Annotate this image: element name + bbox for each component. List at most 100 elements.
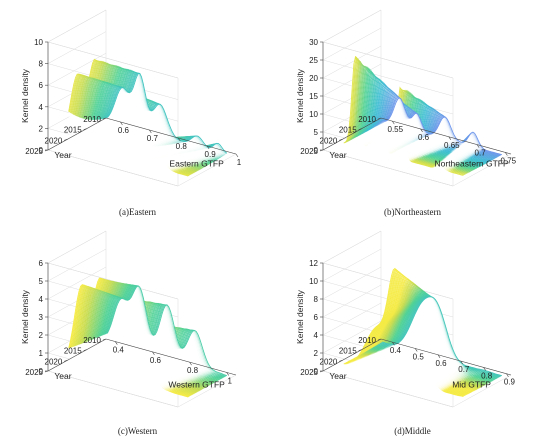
z-tick-label: 10 <box>309 110 318 119</box>
x-tick-label: 0.7 <box>458 365 470 374</box>
z-tick-label: 0 <box>314 367 319 376</box>
x-tick-label: 0.5 <box>413 352 425 361</box>
y-tick-label: 2010 <box>358 115 376 124</box>
density-surface <box>68 277 228 398</box>
surface-line <box>382 97 503 156</box>
z-axis-label: Kernel density <box>20 68 30 123</box>
caption-middle: (d)Middle <box>394 426 431 436</box>
z-tick-label: 6 <box>39 81 44 90</box>
axes <box>319 262 512 377</box>
z-axis-label: Kernel density <box>295 68 305 123</box>
z-tick-label: 15 <box>309 92 318 101</box>
y-axis-label: Year <box>54 371 71 381</box>
surface-fill <box>382 97 502 155</box>
z-axis-label: Kernel density <box>20 289 30 344</box>
z-tick-label: 2 <box>314 349 319 358</box>
x-tick-label: 0.4 <box>390 346 402 355</box>
z-tick-label: 4 <box>314 331 319 340</box>
y-tick-label: 2025 <box>300 368 318 377</box>
y-tick-label: 2025 <box>300 147 318 156</box>
z-tick-label: 4 <box>39 103 44 112</box>
surface-fill <box>382 296 502 376</box>
z-tick-label: 12 <box>309 259 318 268</box>
x-tick-label: 0.6 <box>418 133 430 142</box>
caption-eastern: (a)Eastern <box>119 207 156 217</box>
x-tick-label: 0.75 <box>501 156 517 165</box>
z-tick-label: 20 <box>309 74 318 83</box>
z-tick-label: 8 <box>314 295 319 304</box>
chart-panel-eastern: 0.6 0.7 0.8 0.9 1 2010 2015 2020 2025 0 2 4 6 8 10 East… <box>0 0 275 221</box>
y-tick-label: 2010 <box>358 336 376 345</box>
x-tick-label: 0.55 <box>388 125 404 134</box>
y-axis-label: Year <box>54 150 71 160</box>
y-tick-label: 2010 <box>83 115 101 124</box>
z-tick-label: 3 <box>39 313 44 322</box>
y-tick-label: 2020 <box>45 136 63 145</box>
z-tick-label: 10 <box>309 277 318 286</box>
z-tick-label: 0 <box>314 146 319 155</box>
surface-fill <box>107 285 227 376</box>
z-tick-label: 2 <box>39 331 44 340</box>
x-tick-label: 0.8 <box>176 142 188 151</box>
z-tick-label: 4 <box>39 295 44 304</box>
chart-panel-northeastern: 0.55 0.6 0.65 0.7 0.75 2010 2015 2020 2025 0 5 10 15… <box>275 0 550 221</box>
y-tick-label: 2015 <box>64 347 82 356</box>
surface-line <box>106 285 228 377</box>
y-tick-label: 2015 <box>64 126 82 135</box>
z-tick-label: 0 <box>39 367 44 376</box>
chart-panel-western: 0.4 0.6 0.8 1 2010 2015 2020 2025 0 1 2 3 4 5 6 Western… <box>0 221 275 442</box>
chart-panel-middle: 0.4 0.5 0.6 0.7 0.8 0.9 2010 2015 2020 2025 0 2 4 6 8 1… <box>275 221 550 442</box>
caption-northeastern: (b)Northeastern <box>384 207 441 217</box>
z-tick-label: 25 <box>309 56 318 65</box>
surface-fill <box>107 73 227 155</box>
x-tick-label: 0.4 <box>113 346 125 355</box>
x-tick-label: 0.6 <box>118 126 130 135</box>
caption-western: (c)Western <box>117 426 158 436</box>
y-tick-label: 2020 <box>320 357 338 366</box>
z-tick-label: 5 <box>314 128 319 137</box>
z-tick-label: 10 <box>34 38 43 47</box>
z-tick-label: 0 <box>39 146 44 155</box>
x-axis-label: Western GTFP <box>168 379 225 389</box>
axes <box>319 41 512 156</box>
density-surface <box>68 58 228 177</box>
z-tick-label: 6 <box>314 313 319 322</box>
y-tick-label: 2010 <box>83 336 101 345</box>
y-tick-label: 2015 <box>339 347 357 356</box>
z-tick-label: 1 <box>39 349 44 358</box>
y-tick-label: 2020 <box>45 357 63 366</box>
x-tick-label: 0.6 <box>150 356 162 365</box>
density-surface <box>343 56 503 177</box>
x-axis-label: Mid GTFP <box>452 379 491 389</box>
x-tick-label: 0.8 <box>481 371 493 380</box>
y-tick-label: 2025 <box>25 147 43 156</box>
x-tick-label: 1 <box>237 158 242 167</box>
x-tick-label: 0.6 <box>435 359 447 368</box>
x-tick-label: 0.65 <box>444 141 460 150</box>
y-tick-label: 2020 <box>320 136 338 145</box>
axes <box>44 41 239 158</box>
z-axis-label: Kernel density <box>295 289 305 344</box>
x-tick-label: 0.7 <box>475 149 487 158</box>
y-axis-label: Year <box>329 371 346 381</box>
y-tick-label: 2015 <box>339 126 357 135</box>
z-tick-label: 2 <box>39 124 44 133</box>
z-tick-label: 8 <box>39 60 44 69</box>
z-tick-label: 30 <box>309 38 318 47</box>
x-tick-label: 0.8 <box>187 366 199 375</box>
surface-line <box>382 296 503 377</box>
axes <box>44 262 237 376</box>
x-tick-label: 0.7 <box>147 134 159 143</box>
x-tick-label: 0.9 <box>504 378 516 387</box>
x-axis-label: Northeastern GTFP <box>435 158 509 168</box>
x-axis-label: Eastern GTFP <box>169 158 224 168</box>
density-surface <box>343 267 503 398</box>
surface-plot-northeastern: 0.550.60.650.70.752010201520202025051015… <box>295 9 517 187</box>
y-axis-label: Year <box>329 150 346 160</box>
x-tick-label: 0.9 <box>205 150 217 159</box>
y-tick-label: 2025 <box>25 368 43 377</box>
x-tick-label: 1 <box>227 376 232 385</box>
